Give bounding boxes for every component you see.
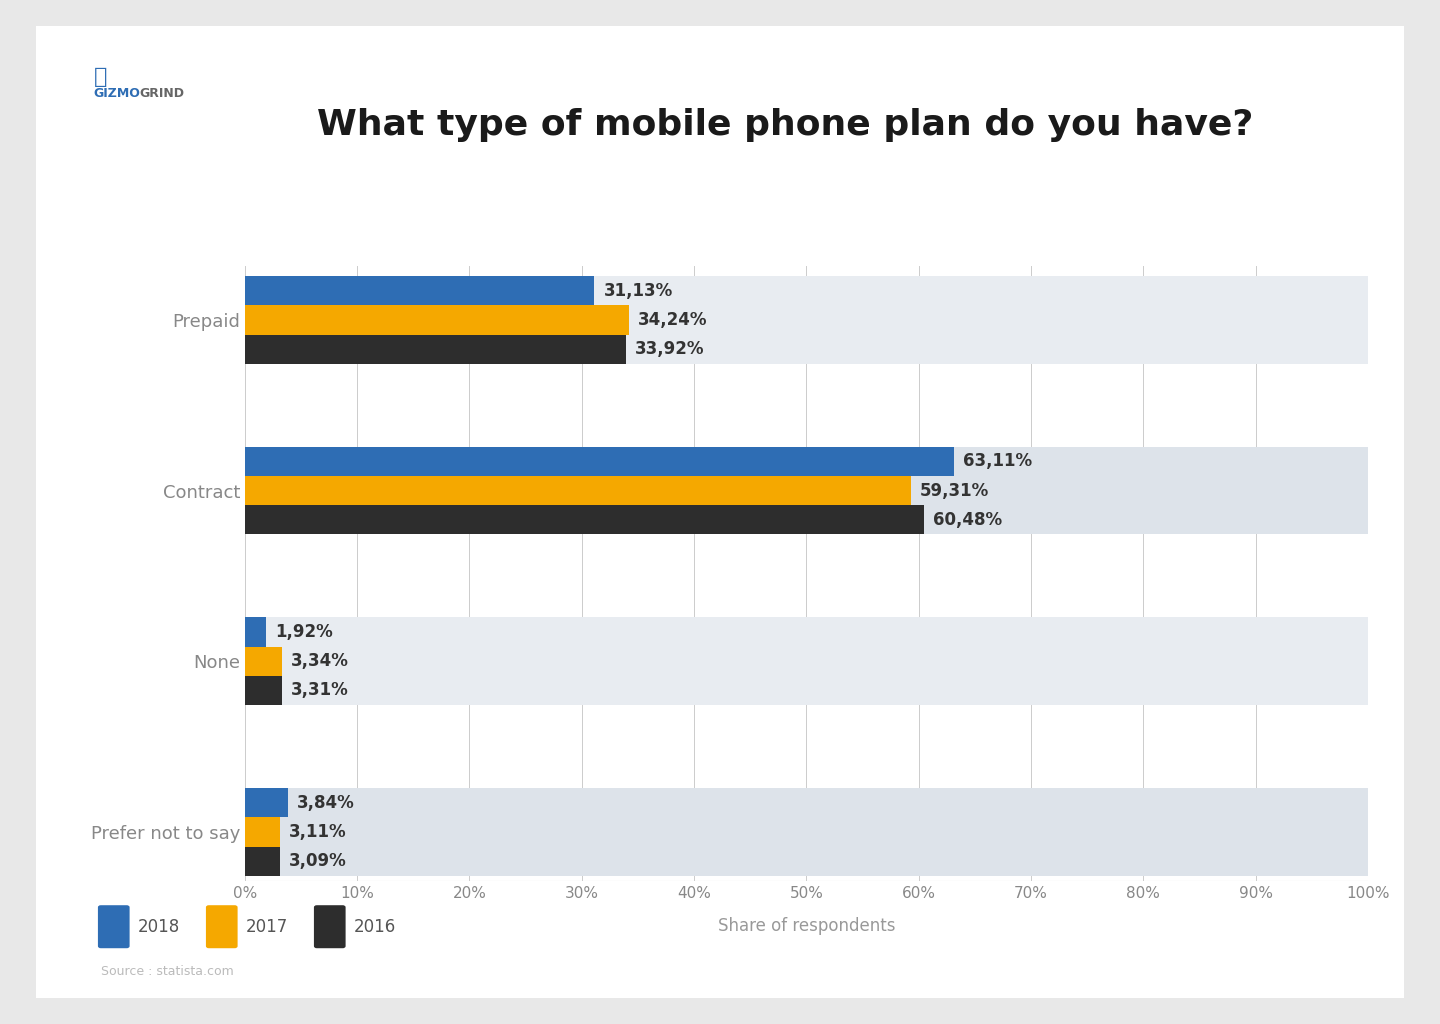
Text: 3,34%: 3,34%	[291, 652, 348, 671]
Text: 1,92%: 1,92%	[275, 623, 333, 641]
Text: 3,84%: 3,84%	[297, 794, 354, 812]
Text: 3,09%: 3,09%	[288, 852, 346, 870]
Bar	[245, 305, 1368, 335]
Bar	[245, 847, 279, 876]
X-axis label: Share of respondents: Share of respondents	[717, 918, 896, 935]
Bar	[245, 505, 924, 535]
Bar	[245, 676, 282, 706]
Bar	[245, 505, 1368, 535]
Bar	[245, 617, 1368, 646]
Text: 33,92%: 33,92%	[635, 340, 704, 358]
Text: 📱: 📱	[94, 67, 107, 87]
Text: 3,11%: 3,11%	[288, 823, 347, 841]
Text: 3,31%: 3,31%	[291, 681, 348, 699]
Bar	[245, 335, 1368, 364]
Bar	[245, 476, 912, 505]
Bar	[245, 276, 595, 305]
Text: 2018: 2018	[138, 918, 180, 936]
Bar	[245, 646, 1368, 676]
Bar	[245, 788, 288, 817]
Bar	[245, 446, 953, 476]
Text: What type of mobile phone plan do you have?: What type of mobile phone plan do you ha…	[317, 108, 1253, 141]
Bar	[245, 817, 279, 847]
Text: GIZMO: GIZMO	[94, 87, 141, 100]
Text: GRIND: GRIND	[140, 87, 184, 100]
Text: 59,31%: 59,31%	[920, 481, 989, 500]
Bar	[245, 476, 1368, 505]
Bar	[245, 276, 1368, 305]
Bar	[245, 646, 282, 676]
Text: 60,48%: 60,48%	[933, 511, 1002, 528]
Text: 34,24%: 34,24%	[638, 311, 708, 329]
Bar	[245, 617, 266, 646]
Text: 63,11%: 63,11%	[962, 453, 1032, 470]
Bar	[245, 446, 1368, 476]
Bar	[245, 847, 1368, 876]
Bar	[245, 788, 1368, 817]
Bar	[245, 335, 626, 364]
Bar	[245, 676, 1368, 706]
Text: 2017: 2017	[246, 918, 288, 936]
Text: Source : statista.com: Source : statista.com	[101, 965, 233, 978]
Text: 2016: 2016	[354, 918, 396, 936]
Bar	[245, 305, 629, 335]
Bar	[245, 817, 1368, 847]
FancyBboxPatch shape	[23, 16, 1417, 1008]
Text: 31,13%: 31,13%	[603, 282, 672, 300]
